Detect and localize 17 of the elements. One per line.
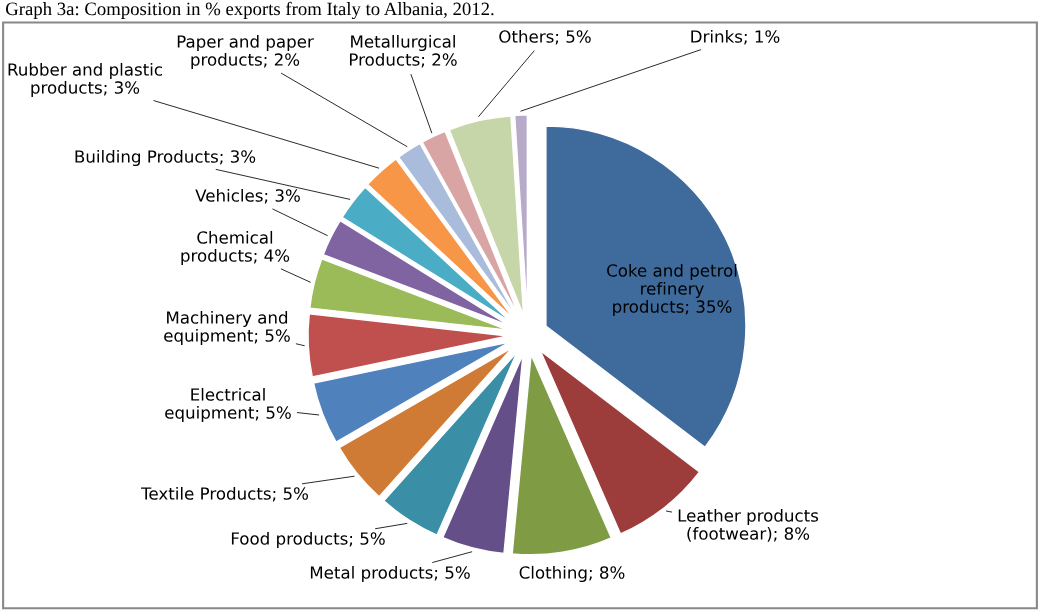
slice-label: Others; 5% — [499, 29, 591, 45]
slice-label: Coke and petrol refinery products; 35% — [607, 263, 737, 317]
slice-label: Electrical equipment; 5% — [165, 387, 291, 423]
slice-label: Leather products (footwear); 8% — [678, 508, 819, 542]
slice-label: Machinery and equipment; 5% — [164, 310, 290, 346]
slice-label: Food products; 5% — [231, 531, 385, 549]
slice-label: Metal products; 5% — [310, 565, 470, 583]
slice-label: Building Products; 3% — [75, 149, 256, 167]
slice-label: Vehicles; 3% — [195, 188, 300, 204]
slice-label: Paper and paper products; 2% — [177, 34, 314, 70]
slice-label: Metallurgical Products; 2% — [349, 34, 457, 68]
slice-label: Drinks; 1% — [691, 29, 780, 45]
chart-title: Graph 3a: Composition in % exports from Italy to Albania, 2012. — [5, 1, 494, 20]
slice-label: Textile Products; 5% — [141, 486, 308, 502]
slice-label: Rubber and plastic products; 3% — [8, 62, 162, 98]
slice-label: Chemical products; 4% — [181, 230, 290, 266]
slice-label: Clothing; 8% — [519, 565, 625, 583]
